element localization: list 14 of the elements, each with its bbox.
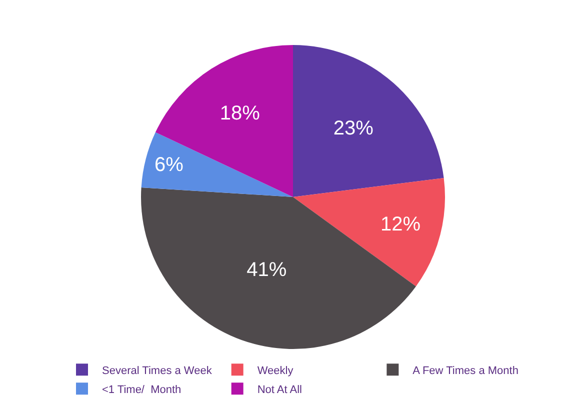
legend-label: A Few Times a Month: [412, 364, 518, 377]
legend-label: Several Times a Week: [102, 364, 212, 377]
legend-label: Weekly: [257, 364, 294, 377]
pie-slice: [155, 45, 293, 197]
legend-label: <1 Time/ Month: [102, 384, 182, 396]
data-label: 23%: [333, 117, 374, 140]
pie-slice: [293, 178, 445, 286]
pie-slice: [293, 45, 444, 197]
data-label: 41%: [246, 258, 287, 281]
legend-label: Not At All: [257, 384, 302, 396]
data-label: 18%: [220, 102, 260, 124]
pie-slice: [141, 132, 293, 197]
data-label: 12%: [380, 214, 421, 236]
data-label: 6%: [154, 154, 184, 176]
